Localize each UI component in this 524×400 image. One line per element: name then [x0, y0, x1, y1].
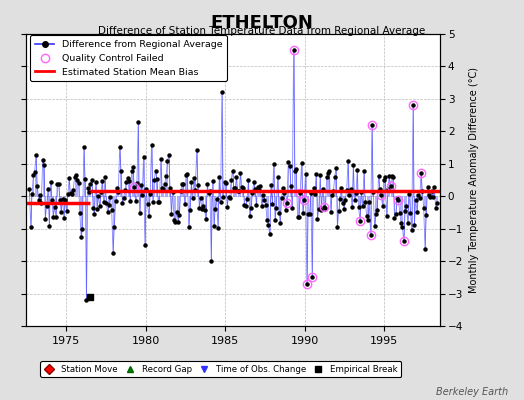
Legend: Station Move, Record Gap, Time of Obs. Change, Empirical Break: Station Move, Record Gap, Time of Obs. C…	[40, 361, 401, 377]
Text: Berkeley Earth: Berkeley Earth	[436, 387, 508, 397]
Y-axis label: Monthly Temperature Anomaly Difference (°C): Monthly Temperature Anomaly Difference (…	[469, 67, 479, 293]
Text: ETHELTON: ETHELTON	[211, 14, 313, 32]
Text: Difference of Station Temperature Data from Regional Average: Difference of Station Temperature Data f…	[99, 26, 425, 36]
